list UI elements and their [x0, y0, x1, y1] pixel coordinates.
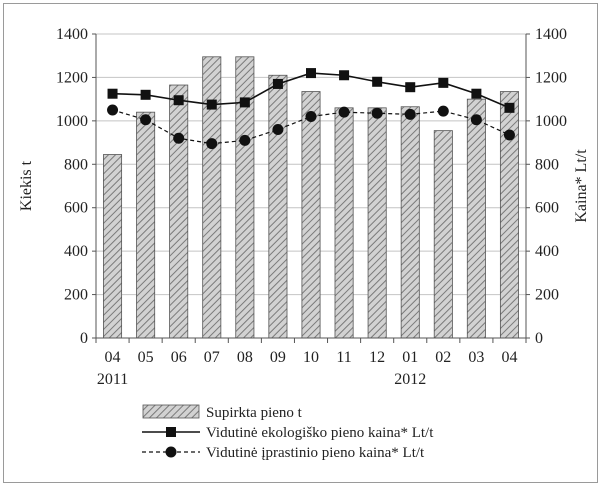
left-tick-label: 800	[64, 156, 88, 173]
point	[173, 132, 185, 144]
bar	[466, 98, 486, 339]
point	[206, 138, 218, 150]
point	[239, 134, 251, 146]
right-tick-label: 1000	[535, 113, 567, 130]
bar	[202, 56, 222, 339]
chart-frame: 0 0 200 200 400 400 600 600 800 800 1000 1000 1200 12…	[3, 3, 598, 483]
x-tick-label: 06	[171, 349, 187, 366]
bar	[334, 107, 354, 339]
right-tick-label: 800	[535, 156, 559, 173]
legend-bar-swatch	[142, 404, 200, 419]
right-tick-label: 1400	[535, 26, 567, 43]
left-tick-label: 0	[80, 330, 88, 347]
x-tick-label: 11	[336, 349, 351, 366]
x-tick-label: 03	[468, 349, 484, 366]
bar	[433, 130, 453, 339]
x-tick-label: 04	[105, 349, 121, 366]
right-tick-label: 200	[535, 287, 559, 304]
chart: 0 0 200 200 400 400 600 600 800 800 1000 1000 1200 12…	[18, 26, 590, 461]
point	[504, 102, 515, 113]
left-tick-label: 1200	[56, 69, 88, 86]
point	[372, 76, 383, 87]
price-lines	[107, 68, 515, 150]
right-tick-label: 1200	[535, 69, 567, 86]
x-tick-label: 08	[237, 349, 253, 366]
point	[306, 68, 316, 79]
point	[404, 108, 416, 120]
bar	[499, 91, 519, 339]
point	[107, 104, 119, 116]
year-label: 2011	[97, 371, 128, 388]
bar	[103, 154, 123, 339]
right-tick-label: 0	[535, 330, 543, 347]
point	[107, 88, 118, 99]
legend-label: Vidutinė įprastinio pieno kaina* Lt/t	[206, 445, 425, 461]
bar	[301, 91, 321, 339]
point	[173, 95, 184, 106]
legend-marker	[166, 427, 176, 437]
point	[503, 129, 515, 141]
left-tick-label: 1400	[56, 26, 88, 43]
left-tick-label: 600	[64, 200, 88, 217]
point	[140, 114, 152, 126]
legend: Supirkta pieno t Vidutinė ekologiško pien…	[142, 404, 434, 461]
x-tick-label: 10	[303, 349, 319, 366]
x-tick-label: 09	[270, 349, 286, 366]
point	[140, 89, 151, 100]
x-tick-label: 07	[204, 349, 220, 366]
point	[371, 107, 383, 119]
legend-label: Supirkta pieno t	[206, 405, 303, 421]
point	[471, 88, 482, 99]
x-tick-label: 01	[402, 349, 418, 366]
point	[438, 77, 449, 88]
x-tick-label: 12	[369, 349, 385, 366]
axis-labels: 0 0 200 200 400 400 600 600 800 800 1000 1000 1200 12…	[18, 26, 590, 388]
legend-label: Vidutinė ekologiško pieno kaina* Lt/t	[206, 425, 434, 441]
bars-supirkta	[103, 56, 519, 339]
x-tick-label: 04	[501, 349, 517, 366]
point	[272, 78, 283, 89]
point	[272, 124, 284, 136]
left-tick-label: 400	[64, 243, 88, 260]
point	[206, 99, 217, 110]
right-tick-label: 400	[535, 243, 559, 260]
bar	[367, 107, 387, 339]
point	[305, 111, 317, 123]
bar	[268, 74, 288, 339]
point	[437, 105, 449, 117]
bar	[400, 106, 420, 339]
left-tick-label: 1000	[56, 113, 88, 130]
axes	[92, 33, 530, 343]
point	[470, 114, 482, 126]
left-axis-title: Kiekis t	[18, 160, 35, 211]
point	[239, 97, 250, 108]
legend-marker	[165, 446, 177, 458]
point	[338, 106, 350, 118]
bar	[136, 111, 156, 339]
left-tick-label: 200	[64, 287, 88, 304]
right-tick-label: 600	[535, 200, 559, 217]
year-label: 2012	[394, 371, 426, 388]
point	[339, 70, 350, 81]
right-axis-title: Kaina* Lt/t	[573, 149, 590, 223]
x-tick-label: 05	[138, 349, 154, 366]
x-tick-label: 02	[435, 349, 451, 366]
bar	[169, 84, 189, 339]
point	[405, 82, 416, 93]
